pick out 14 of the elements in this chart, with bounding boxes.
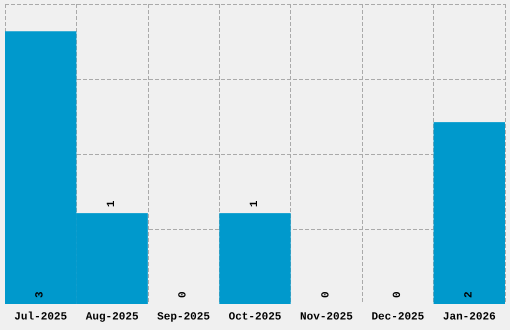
x-tick-label: Jul-2025 xyxy=(14,312,68,324)
x-tick-label: Sep-2025 xyxy=(157,312,210,324)
data-label: 0 xyxy=(392,291,404,298)
data-label: 1 xyxy=(249,200,261,208)
data-label: 1 xyxy=(106,200,118,208)
x-tick-label: Dec-2025 xyxy=(371,312,425,324)
x-tick-label: Jan-2026 xyxy=(442,312,496,324)
data-label: 0 xyxy=(178,291,190,298)
data-label: 0 xyxy=(320,291,332,298)
x-tick-label: Oct-2025 xyxy=(228,312,282,324)
x-tick-label: Nov-2025 xyxy=(300,312,354,324)
x-tick-label: Aug-2025 xyxy=(86,312,139,324)
data-label: 3 xyxy=(34,291,47,298)
data-label: 2 xyxy=(463,291,476,298)
